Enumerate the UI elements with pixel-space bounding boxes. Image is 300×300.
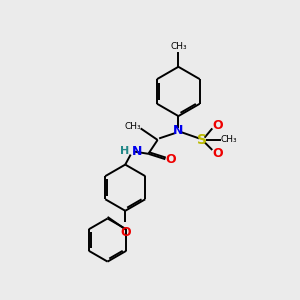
Text: CH₃: CH₃ <box>124 122 141 131</box>
Text: N: N <box>132 145 142 158</box>
Text: CH₃: CH₃ <box>170 42 187 51</box>
Text: S: S <box>197 133 207 147</box>
Text: O: O <box>165 153 176 166</box>
Text: O: O <box>212 119 223 132</box>
Text: CH₃: CH₃ <box>221 136 238 145</box>
Text: H: H <box>120 146 129 157</box>
Text: O: O <box>120 226 130 239</box>
Text: N: N <box>173 124 184 137</box>
Text: O: O <box>212 146 223 160</box>
